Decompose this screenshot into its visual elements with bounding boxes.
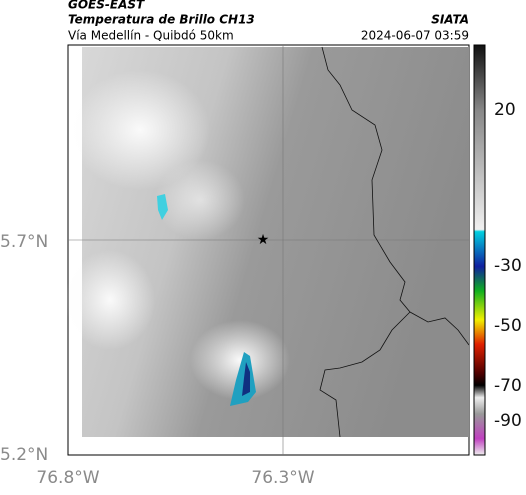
cloud xyxy=(155,160,245,240)
colorbar-label: 20 xyxy=(494,100,516,120)
subtitle: Vía Medellín - Quibdó 50km xyxy=(68,29,234,43)
colorbar-label: -90 xyxy=(494,411,522,431)
lat-label: 5.2°N xyxy=(0,445,48,465)
lon-label: 76.3°W xyxy=(251,468,314,488)
border xyxy=(319,46,470,438)
cold-cloud xyxy=(230,352,256,406)
cold-cloud xyxy=(157,194,168,220)
cold-cloud-core xyxy=(242,362,250,396)
cloud xyxy=(70,70,210,190)
cloud xyxy=(190,320,290,400)
cloud xyxy=(65,250,155,350)
title: Temperatura de Brillo CH13 xyxy=(68,13,255,27)
colorbar xyxy=(473,44,486,456)
lon-label: 76.8°W xyxy=(36,468,99,488)
location-marker: ★ xyxy=(257,232,270,248)
source: GOES-EAST xyxy=(68,0,145,12)
org: SIATA xyxy=(431,13,469,27)
lat-label: 5.7°N xyxy=(0,232,48,252)
colorbar-label: -30 xyxy=(494,256,522,276)
colorbar-label: -70 xyxy=(494,376,522,396)
colorbar-label: -50 xyxy=(494,316,522,336)
colorbar-ticks: 20 -30 -50 -70 -90 xyxy=(494,100,522,431)
datetime: 2024-06-07 03:59 xyxy=(361,29,469,43)
